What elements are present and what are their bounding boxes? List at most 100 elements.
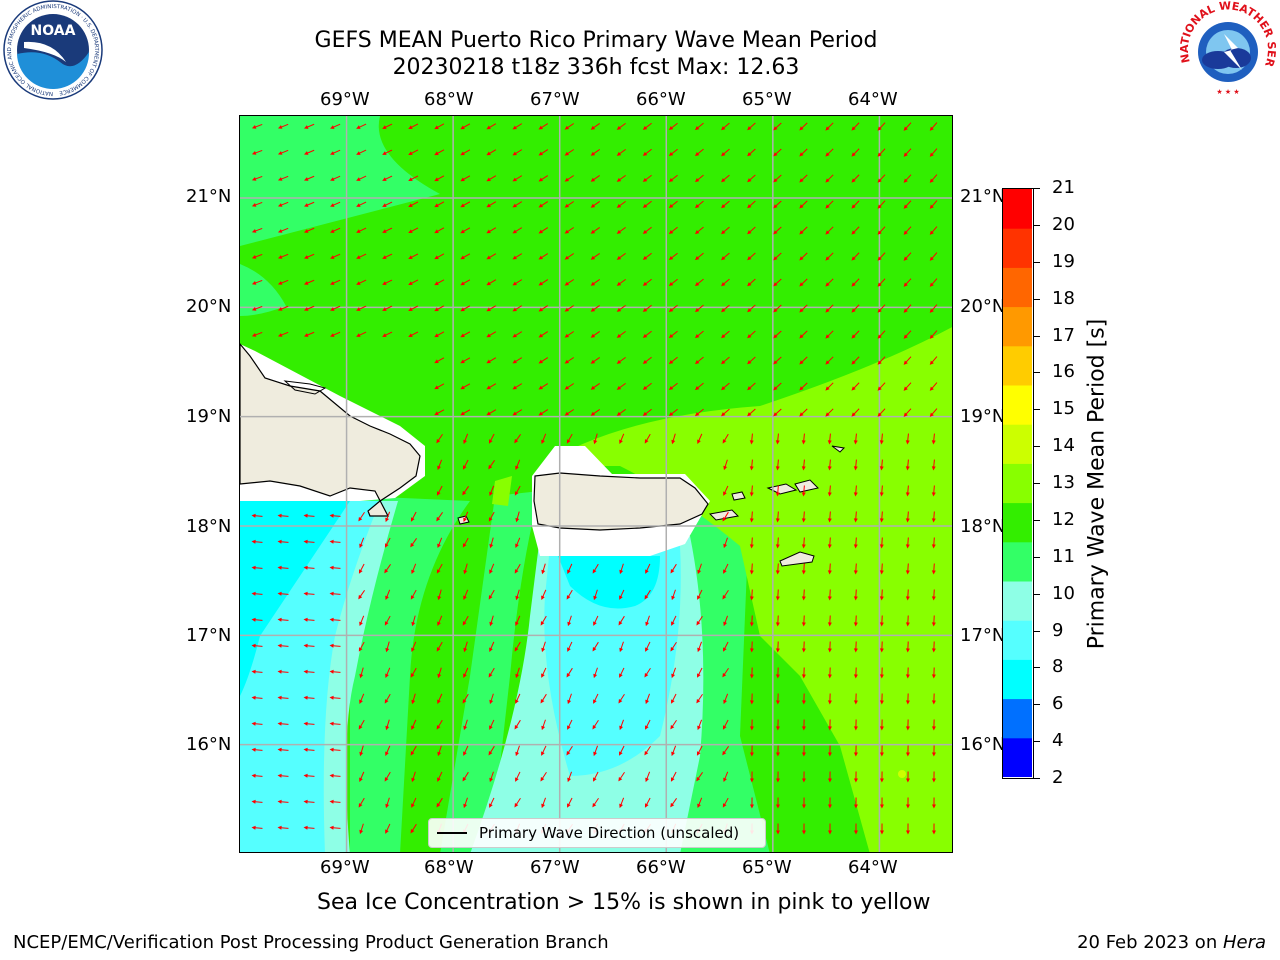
y-tick-right-21n: 21°N	[960, 186, 1006, 207]
wave-direction-arrowhead	[775, 752, 780, 757]
wave-direction-arrowhead	[385, 829, 389, 834]
wave-direction-arrowhead	[773, 152, 778, 157]
wave-direction-arrowhead	[486, 307, 491, 312]
wave-direction-arrowhead	[619, 439, 623, 444]
wave-direction-arrowhead	[773, 204, 778, 209]
wave-direction-arrowhead	[592, 647, 597, 652]
wave-direction-arrowhead	[590, 255, 596, 260]
wave-direction-arrowhead	[358, 725, 363, 730]
wave-direction-arrowhead	[564, 359, 570, 364]
wave-direction-arrowhead	[512, 307, 517, 312]
wave-direction-arrowhead	[851, 360, 856, 365]
wave-direction-arrowhead	[616, 333, 622, 338]
wave-direction-arrowhead	[251, 281, 257, 285]
wave-direction-arrowhead	[512, 229, 517, 234]
wave-direction-arrowhead	[799, 334, 804, 339]
colorbar-band	[1003, 267, 1032, 308]
wave-direction-arrowhead	[277, 565, 282, 570]
wave-direction-arrowhead	[277, 747, 282, 752]
wave-direction-arrowhead	[359, 699, 363, 704]
wave-direction-arrowhead	[384, 568, 389, 574]
wave-direction-arrowhead	[330, 229, 335, 233]
wave-direction-arrowhead	[616, 359, 622, 364]
wave-direction-arrowhead	[801, 804, 806, 809]
colorbar-tick-label: 14	[1052, 435, 1075, 457]
wave-direction-arrowhead	[723, 647, 727, 652]
colorbar-band	[1003, 502, 1032, 543]
wave-direction-arrowhead	[853, 674, 858, 679]
wave-direction-arrowhead	[434, 359, 439, 364]
wave-direction-arrowhead	[382, 333, 387, 337]
wave-direction-arrowhead	[437, 621, 441, 626]
wave-direction-arrowhead	[851, 126, 856, 131]
wave-direction-arrowhead	[590, 125, 596, 130]
wave-direction-arrowhead	[486, 177, 491, 182]
wave-direction-arrowhead	[541, 673, 545, 678]
colorbar-tick-mark	[1034, 519, 1040, 521]
wave-direction-arrowhead	[851, 204, 856, 209]
wave-direction-arrowhead	[799, 126, 804, 131]
wave-direction-arrowhead	[304, 255, 309, 259]
wave-direction-arrowhead	[670, 777, 675, 782]
wave-direction-arrowhead	[304, 307, 309, 311]
wave-direction-arrowhead	[775, 492, 780, 497]
wave-direction-arrowhead	[251, 203, 257, 207]
wave-direction-arrowhead	[827, 466, 832, 471]
wave-direction-arrowhead	[905, 674, 910, 679]
wave-direction-arrowhead	[410, 517, 415, 522]
wave-direction-arrowhead	[437, 543, 441, 549]
wave-direction-arrowhead	[723, 621, 728, 627]
x-tick-top-68w: 68°W	[424, 89, 474, 110]
wave-direction-arrowhead	[747, 412, 752, 417]
wave-direction-arrowhead	[436, 516, 441, 522]
wave-direction-arrowhead	[359, 621, 363, 627]
wave-direction-arrowhead	[329, 513, 334, 518]
colorbar-tick-mark	[1034, 372, 1040, 374]
wave-direction-arrowhead	[853, 518, 858, 523]
wave-direction-arrowhead	[877, 282, 882, 287]
wave-direction-arrowhead	[358, 594, 363, 600]
wave-direction-arrowhead	[512, 359, 517, 364]
y-tick-right-17n: 17°N	[960, 625, 1006, 646]
colorbar-tick-mark	[1034, 446, 1040, 448]
wave-direction-arrowhead	[410, 829, 415, 834]
wave-direction-arrowhead	[489, 647, 493, 652]
wave-direction-arrowhead	[722, 672, 727, 678]
wave-direction-arrowhead	[929, 282, 934, 287]
wave-direction-arrowhead	[616, 255, 622, 260]
wave-direction-arrowhead	[356, 229, 361, 233]
wave-direction-arrowhead	[590, 307, 596, 312]
wave-direction-arrowhead	[488, 673, 493, 678]
wave-direction-arrowhead	[538, 359, 543, 364]
wave-direction-arrowhead	[410, 751, 415, 756]
wave-direction-arrowhead	[668, 203, 674, 209]
wave-direction-arrowhead	[356, 177, 361, 181]
wave-direction-arrowhead	[853, 622, 858, 627]
colorbar-tick-mark	[1034, 630, 1040, 632]
wave-direction-arrowhead	[905, 596, 910, 601]
wave-direction-arrowhead	[488, 595, 493, 600]
wave-direction-arrowhead	[618, 621, 623, 626]
wave-direction-arrowhead	[721, 412, 726, 417]
wave-direction-arrowhead	[512, 255, 517, 260]
wave-direction-arrowhead	[905, 726, 910, 731]
wave-direction-arrowhead	[931, 648, 936, 653]
wave-direction-arrowhead	[827, 544, 832, 549]
wave-direction-arrowhead	[645, 725, 649, 730]
wave-direction-arrowhead	[408, 333, 413, 337]
wave-direction-arrowhead	[879, 804, 884, 809]
wave-direction-arrowhead	[644, 803, 649, 808]
wave-direction-arrowhead	[515, 699, 519, 704]
wave-direction-arrowhead	[931, 518, 936, 523]
wave-direction-arrowhead	[463, 725, 468, 731]
wave-direction-arrowhead	[593, 439, 598, 445]
colorbar-band	[1003, 463, 1032, 504]
noaa-logo-text: NOAA	[31, 23, 76, 39]
footer-left: NCEP/EMC/Verification Post Processing Pr…	[13, 932, 609, 953]
wave-direction-arrowhead	[879, 648, 884, 653]
wave-direction-arrowhead	[436, 491, 441, 496]
colorbar-tick-mark	[1034, 556, 1040, 558]
wave-direction-arrowhead	[564, 177, 570, 182]
wave-direction-arrowhead	[905, 570, 910, 575]
wave-direction-arrowhead	[251, 565, 256, 570]
